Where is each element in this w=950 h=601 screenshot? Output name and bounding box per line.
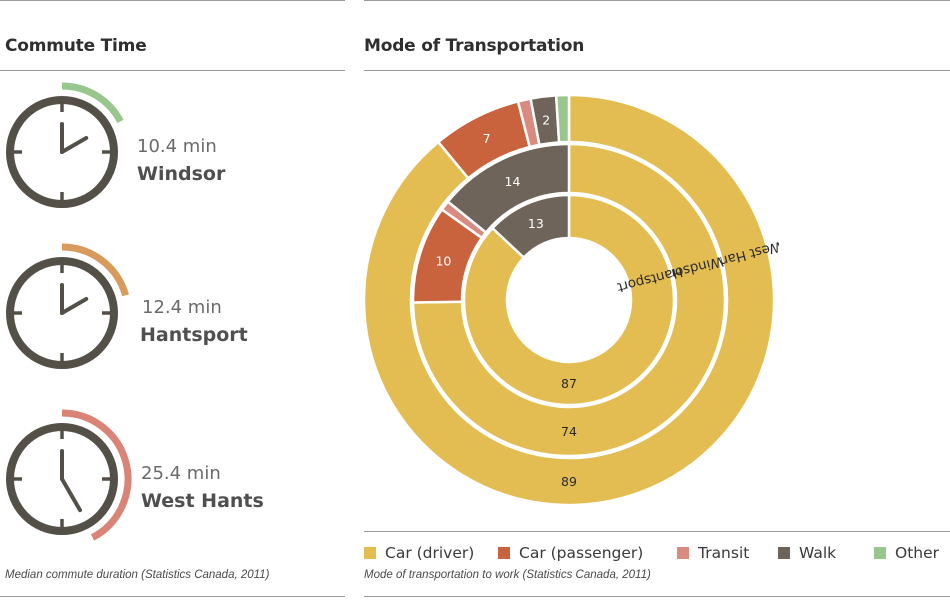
commute-duration-arc — [61, 409, 132, 541]
transport-top-rule — [364, 0, 950, 1]
legend-item: Transit — [677, 542, 749, 564]
west-hants-label: West Hants — [141, 490, 264, 512]
segment-value-label: 7 — [483, 131, 491, 146]
transport-heading-rule — [364, 70, 950, 71]
clock-hour-hand — [60, 297, 89, 315]
legend-item: Car (driver) — [364, 542, 474, 564]
clock-icon — [6, 409, 132, 541]
legend-item: Other — [874, 542, 939, 564]
clock-face — [6, 423, 118, 535]
segment-value-label: 13 — [528, 216, 544, 231]
transport-caption: Mode of transportation to work (Statisti… — [364, 569, 651, 581]
legend-swatch — [874, 547, 886, 559]
clock-face — [6, 257, 118, 369]
legend-swatch — [364, 547, 376, 559]
clock-icons — [6, 82, 132, 541]
commute-bottom-rule — [0, 596, 345, 597]
legend-label: Walk — [799, 544, 837, 562]
transport-heading: Mode of Transportation — [364, 36, 585, 56]
legend-swatch — [498, 547, 510, 559]
legend-label: Car (passenger) — [519, 544, 644, 562]
commute-caption: Median commute duration (Statistics Cana… — [5, 569, 270, 581]
ring-segment-windsor-car-driver — [411, 142, 727, 458]
west-hants-commute-time: 25.4 min — [141, 463, 221, 484]
legend-item: Walk — [778, 542, 836, 564]
legend-rule — [364, 531, 950, 532]
commute-heading-rule — [0, 70, 345, 71]
ring-segment-west-hants-other — [554, 93, 571, 144]
segment-value-label: 74 — [561, 424, 577, 439]
legend-label: Transit — [698, 544, 750, 562]
segment-value-label: 2 — [542, 112, 550, 127]
commute-duration-arc — [61, 82, 124, 124]
segment-value-label: 89 — [561, 474, 577, 489]
ring-segment-hantsport-walk — [490, 193, 571, 260]
hantsport-commute-time: 12.4 min — [142, 297, 222, 318]
chart-legend: Car (driver) Car (passenger) Transit Walk Ot… — [364, 542, 950, 564]
segment-value-label: 10 — [435, 253, 451, 268]
clock-face — [6, 96, 118, 208]
clock-hour-hand — [60, 477, 82, 513]
clock-icon — [6, 243, 129, 369]
windsor-commute-time: 10.4 min — [137, 136, 217, 157]
commute-top-rule — [0, 0, 345, 1]
clock-icon — [6, 82, 124, 208]
commute-heading: Commute Time — [5, 36, 147, 56]
segment-value-label: 14 — [505, 174, 521, 189]
legend-swatch — [778, 547, 790, 559]
commute-duration-arc — [61, 243, 129, 297]
transport-bottom-rule — [364, 596, 950, 597]
ring-segment-hantsport-car-driver — [462, 193, 676, 407]
windsor-label: Windsor — [137, 163, 226, 185]
legend-swatch — [677, 547, 689, 559]
hantsport-label: Hantsport — [140, 324, 248, 346]
legend-label: Car (driver) — [385, 544, 475, 562]
legend-label: Other — [895, 544, 940, 562]
ring-segment-west-hants-car-driver — [362, 93, 776, 507]
legend-item: Car (passenger) — [498, 542, 643, 564]
clock-hour-hand — [60, 136, 89, 154]
ring-segment-windsor-walk — [446, 142, 571, 235]
segment-value-label: 87 — [561, 376, 577, 391]
